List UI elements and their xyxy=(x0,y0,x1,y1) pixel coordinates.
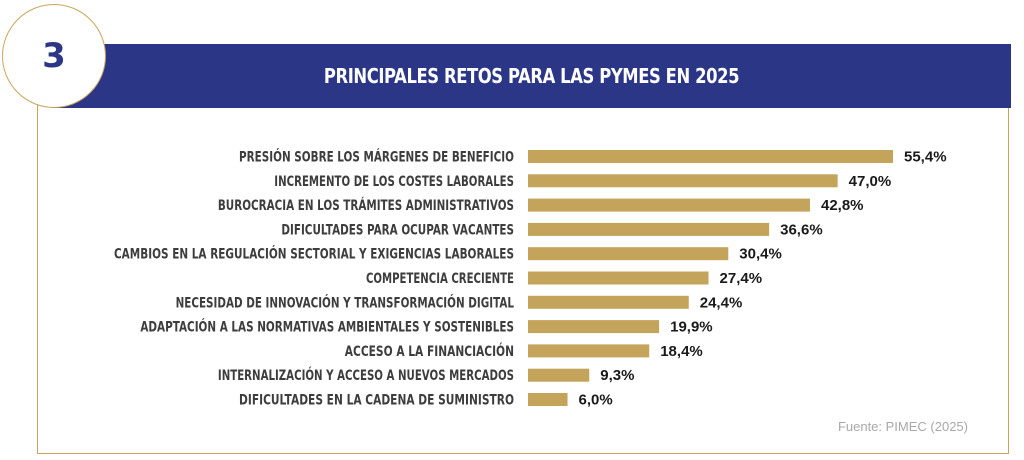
value-label: 19,9% xyxy=(670,319,713,336)
bar xyxy=(528,198,810,212)
category-label: PRESIÓN SOBRE LOS MÁRGENES DE BENEFICIO xyxy=(239,148,514,166)
section-number-badge: 3 xyxy=(2,4,106,108)
value-label: 9,3% xyxy=(600,367,634,384)
bar xyxy=(528,222,770,236)
category-label: DIFICULTADES PARA OCUPAR VACANTES xyxy=(281,222,514,238)
section-number: 3 xyxy=(42,36,66,76)
value-label: 47,0% xyxy=(849,173,892,190)
category-label: NECESIDAD DE INNOVACIÓN Y TRANSFORMACIÓN… xyxy=(176,293,514,311)
bar xyxy=(528,320,660,334)
category-label: INCREMENTO DE LOS COSTES LABORALES xyxy=(274,174,514,190)
source-note: Fuente: PIMEC (2025) xyxy=(837,419,968,434)
value-label: 24,4% xyxy=(700,294,743,311)
value-label: 55,4% xyxy=(904,149,947,166)
chart-title: PRINCIPALES RETOS PARA LAS PYMES EN 2025 xyxy=(323,64,740,88)
bar xyxy=(528,174,838,188)
header-band xyxy=(52,44,1011,108)
bar xyxy=(528,150,893,163)
value-label: 30,4% xyxy=(739,246,782,263)
value-label: 27,4% xyxy=(720,270,763,287)
value-label: 36,6% xyxy=(780,221,823,238)
bar xyxy=(528,368,590,382)
bar xyxy=(528,271,709,285)
category-label: INTERNALIZACIÓN Y ACCESO A NUEVOS MERCAD… xyxy=(218,366,514,384)
bar xyxy=(528,393,568,406)
category-label: BUROCRACIA EN LOS TRÁMITES ADMINISTRATIV… xyxy=(218,197,514,214)
category-label: ACCESO A LA FINANCIACIÓN xyxy=(345,342,514,360)
value-label: 18,4% xyxy=(660,343,703,360)
category-label: COMPETENCIA CRECIENTE xyxy=(366,271,514,287)
bar xyxy=(528,247,729,261)
category-label: DIFICULTADES EN LA CADENA DE SUMINISTRO xyxy=(239,393,514,409)
bar xyxy=(528,295,689,309)
category-label: CAMBIOS EN LA REGULACIÓN SECTORIAL Y EXI… xyxy=(114,245,514,263)
bar xyxy=(528,344,650,358)
value-label: 6,0% xyxy=(579,392,613,409)
value-label: 42,8% xyxy=(821,197,864,214)
category-label: ADAPTACIÓN A LAS NORMATIVAS AMBIENTALES … xyxy=(140,318,514,336)
